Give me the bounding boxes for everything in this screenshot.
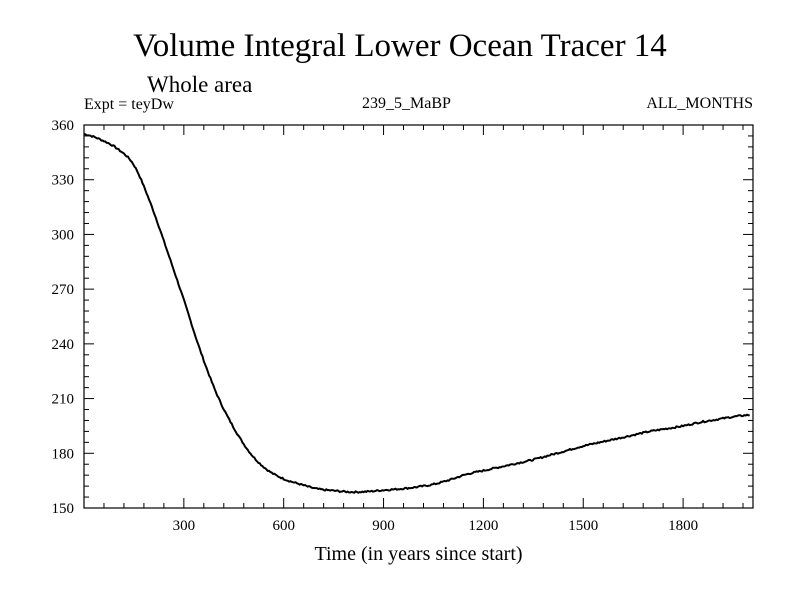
x-tick-label: 1200 [468,518,498,534]
experiment-label: Expt = teyDw [84,96,174,113]
x-tick-label: 1800 [668,518,698,534]
x-tick-label: 300 [173,518,196,534]
y-tick-label: 300 [52,227,75,243]
months-label: ALL_MONTHS [646,95,753,112]
y-tick-label: 270 [52,282,75,298]
series-layer [83,133,750,494]
plot-frame [83,124,754,509]
y-tick-label: 240 [52,337,75,353]
y-tick-label: 360 [52,118,75,134]
x-tick-label: 1500 [568,518,598,534]
y-tick-label: 150 [52,501,75,517]
y-tick-label: 180 [52,446,75,462]
y-tick-label: 210 [52,392,75,408]
x-tick-label: 900 [372,518,395,534]
tick-labels: 300 600 900 1200 1500 1800 150 180 210 240 270 300 3… [52,118,699,534]
chart-title: Volume Integral Lower Ocean Tracer 14 [133,28,667,64]
axis-ticks [84,125,753,508]
x-tick-label: 600 [272,518,295,534]
chart-subtitle: Whole area [147,72,253,97]
experiment-period-label: 239_5_MaBP [362,95,451,112]
series-line-teyDw [83,133,750,494]
y-tick-label: 330 [52,173,75,189]
x-axis-label: Time (in years since start) [314,543,523,565]
